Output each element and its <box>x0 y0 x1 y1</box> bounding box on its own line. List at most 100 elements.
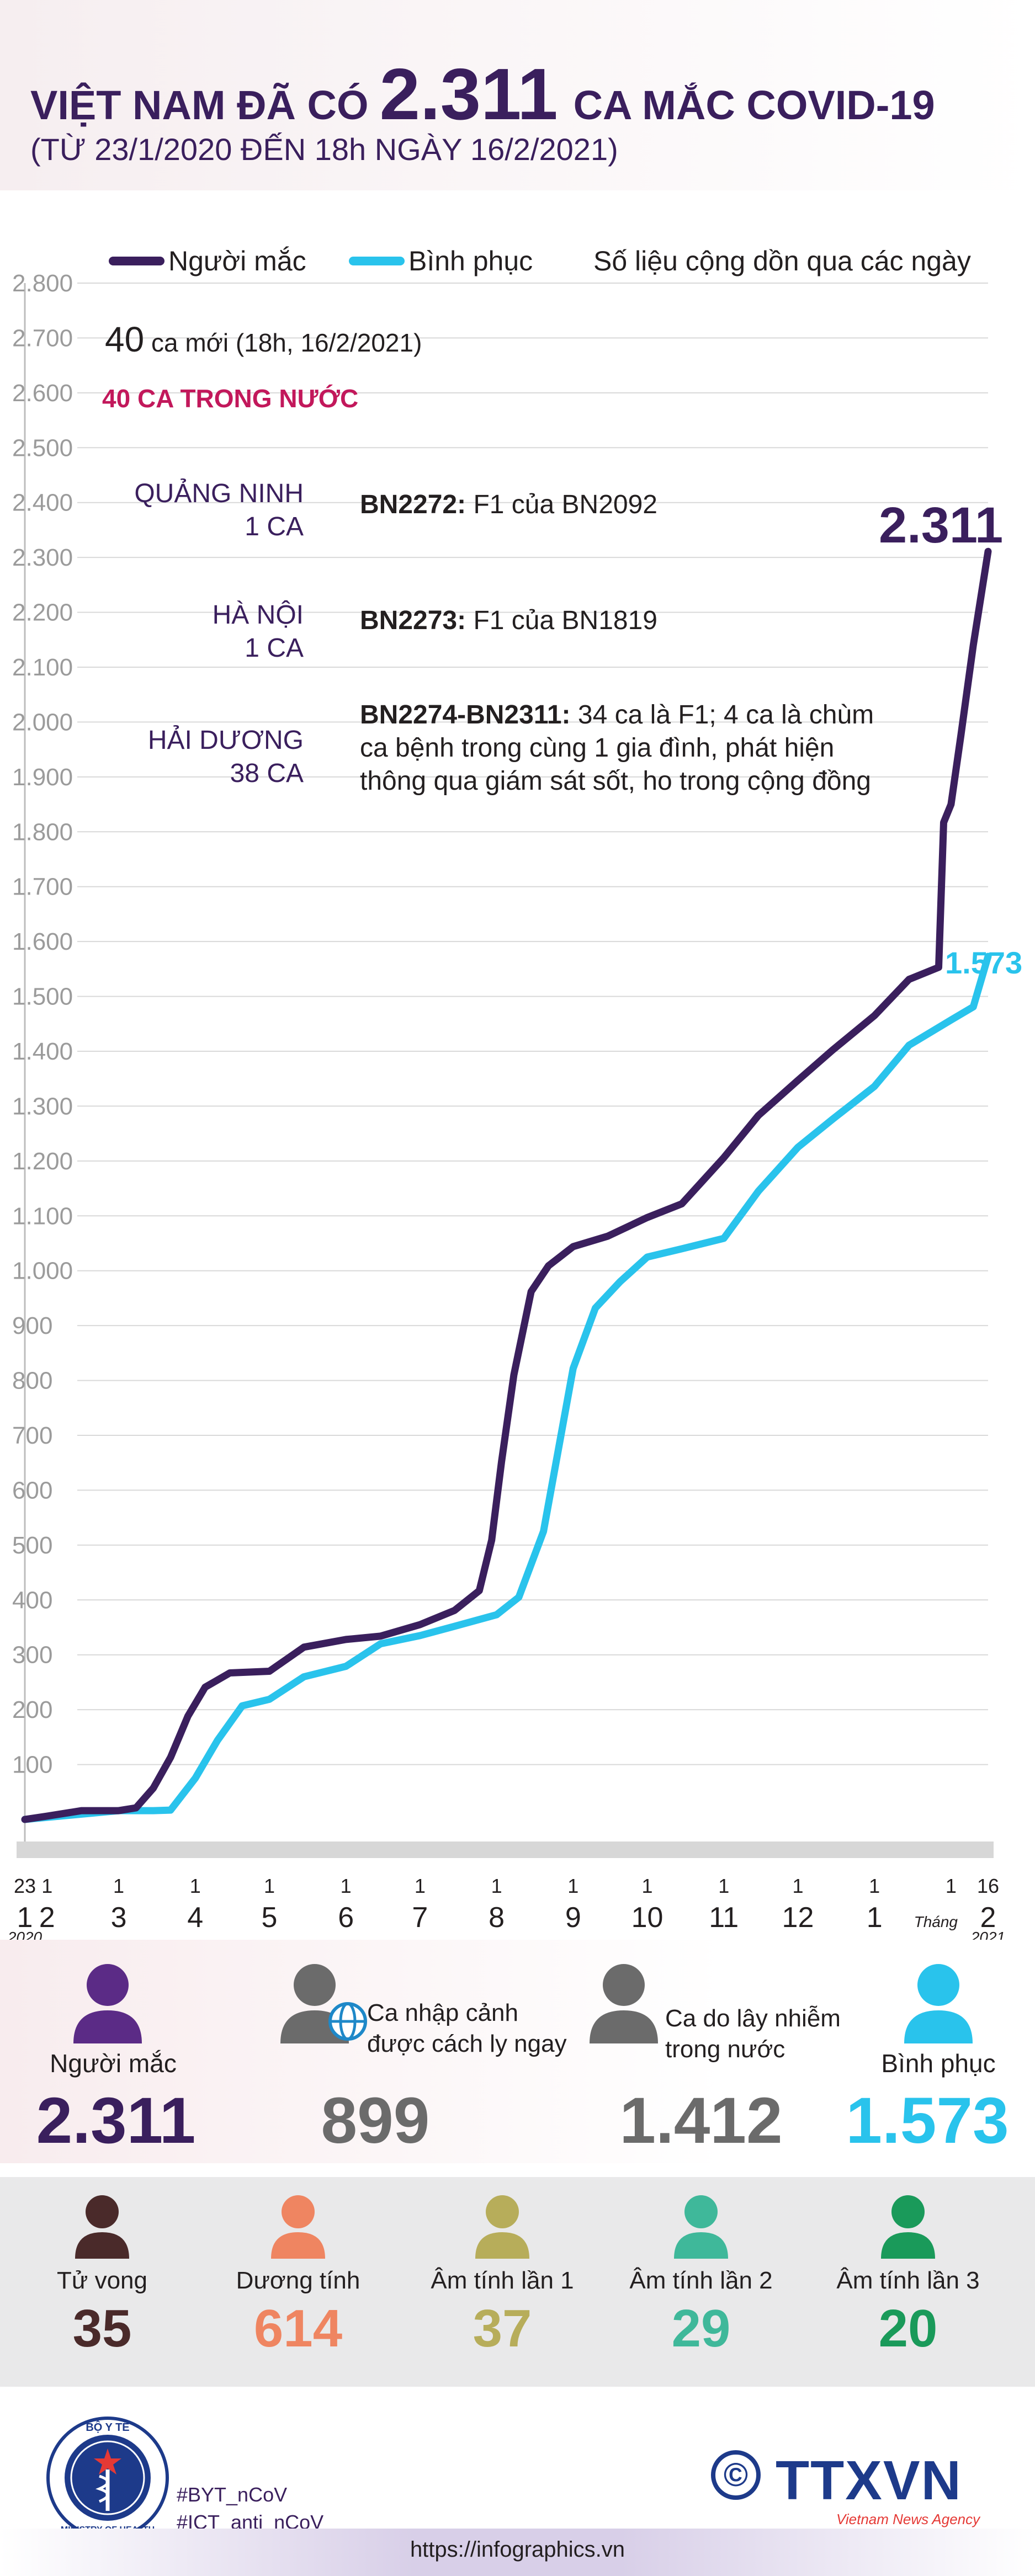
province-name: HẢI DƯƠNG <box>147 726 304 755</box>
y-tick-label: 2.100 <box>12 654 73 681</box>
agency-subtitle: Vietnam News Agency <box>836 2511 980 2527</box>
x-tick-day: 1 <box>41 1875 52 1897</box>
x-tick-day: 1 <box>415 1875 426 1897</box>
person-icon <box>904 1964 973 2043</box>
case-id: BN2274-BN2311: <box>360 700 571 730</box>
x-month-word: Tháng <box>914 1913 958 1930</box>
x-year-label: 2020 <box>7 1929 43 1940</box>
x-tick-month: 6 <box>338 1902 354 1934</box>
x-tick-day: 1 <box>792 1875 803 1897</box>
province-count: 38 CA <box>230 759 304 788</box>
stat-value-deaths: 35 <box>72 2299 132 2358</box>
y-tick-label: 300 <box>12 1642 52 1669</box>
y-tick-label: 900 <box>12 1312 52 1339</box>
y-tick-label: 1.100 <box>12 1202 73 1230</box>
x-tick-day: 1 <box>869 1875 880 1897</box>
case-id: BN2273: <box>360 606 466 635</box>
province-ha-noi: HÀ NỘI 1 CA <box>17 599 304 665</box>
agency-logo: TTXVN <box>776 2450 962 2511</box>
stat-value-infected: 2.311 <box>36 2084 196 2157</box>
title-prefix: VIỆT NAM ĐÃ CÓ <box>30 82 369 128</box>
y-tick-label: 1.900 <box>12 764 73 791</box>
y-tick-label: 700 <box>12 1422 52 1449</box>
x-tick-month: 4 <box>187 1902 203 1934</box>
x-tick-month: 3 <box>111 1902 127 1934</box>
province-name: HÀ NỘI <box>212 600 304 630</box>
stat-value-recovered: 1.573 <box>846 2084 1009 2157</box>
province-count: 1 CA <box>245 634 304 663</box>
stat-value-domestic: 1.412 <box>619 2084 783 2157</box>
end-value-infected: 2.311 <box>879 497 1004 553</box>
header-band <box>0 0 1035 190</box>
hashtag-byt: #BYT_nCoV <box>177 2483 288 2506</box>
x-tick-month: 9 <box>565 1902 581 1934</box>
y-tick-label: 2.600 <box>12 380 73 407</box>
y-tick-label: 1.200 <box>12 1148 73 1175</box>
legend-note: Số liệu cộng dồn qua các ngày <box>593 246 971 276</box>
x-tick-day: 1 <box>946 1875 957 1897</box>
case-text: F1 của BN1819 <box>473 606 657 635</box>
footer-url-link[interactable]: https://infographics.vn <box>410 2537 625 2562</box>
y-tick-label: 600 <box>12 1477 52 1504</box>
case-text-line-2: ca bệnh trong cùng 1 gia đình, phát hiện <box>360 733 835 763</box>
y-tick-label: 1.800 <box>12 818 73 845</box>
person-icon <box>73 1964 142 2043</box>
y-tick-label: 1.400 <box>12 1038 73 1065</box>
case-text: 34 ca là F1; 4 ca là chùm <box>577 700 874 730</box>
x-axis-band <box>17 1841 994 1858</box>
ministry-of-health-logo: BỘ Y TẾ MINISTRY OF HEALTH <box>46 2417 169 2539</box>
legend-label-infected: Người mắc <box>168 246 306 276</box>
new-cases-number: 40 <box>105 320 145 359</box>
x-tick-month: 1 <box>17 1902 33 1934</box>
y-tick-label: 2.400 <box>12 489 73 517</box>
stat-value-negative-3: 20 <box>878 2299 938 2358</box>
stat-value-negative-1: 37 <box>473 2299 532 2358</box>
person-icon <box>475 2195 529 2259</box>
case-text: F1 của BN2092 <box>473 490 657 519</box>
series-lines <box>21 547 992 1823</box>
province-name: QUẢNG NINH <box>134 479 304 508</box>
stat-label-domestic: Ca do lây nhiễm trong nước <box>665 2005 841 2063</box>
page-title: VIỆT NAM ĐÃ CÓ 2.311 CA MẮC COVID-19 <box>30 52 935 136</box>
x-tick-day: 1 <box>491 1875 502 1897</box>
x-tick-day: 23 <box>14 1875 36 1897</box>
y-tick-label: 800 <box>12 1367 52 1395</box>
x-tick-month: 12 <box>782 1902 814 1934</box>
x-tick-day: 1 <box>264 1875 275 1897</box>
cumulative-cases-chart: 2.800 2.700 2.600 2.500 2.400 2.300 2.200 2.100… <box>7 246 1005 1940</box>
y-tick-label: 1.600 <box>12 928 73 955</box>
x-tick-day: 1 <box>642 1875 653 1897</box>
new-cases-note: 40 ca mới (18h, 16/2/2021) <box>105 319 422 360</box>
case-id: BN2272: <box>360 490 466 519</box>
y-tick-label: 1.300 <box>12 1093 73 1120</box>
x-tick-day: 1 <box>113 1875 124 1897</box>
series-line-infected <box>21 547 992 1823</box>
person-icon <box>881 2195 935 2259</box>
y-tick-label: 2.000 <box>12 709 73 736</box>
stat-label-negative-1: Âm tính lần 1 <box>431 2267 574 2294</box>
case-detail-quang-ninh: BN2272: F1 của BN2092 <box>360 488 657 521</box>
stat-value-imported: 899 <box>321 2084 430 2157</box>
stat-label-positive: Dương tính <box>236 2267 360 2294</box>
person-globe-icon <box>280 1964 367 2043</box>
province-quang-ninh: QUẢNG NINH 1 CA <box>17 477 304 544</box>
person-icon <box>590 1964 658 2043</box>
stat-label-recovered: Bình phục <box>881 2049 996 2078</box>
province-hai-duong: HẢI DƯƠNG 38 CA <box>17 724 304 790</box>
end-value-recovered: 1.573 <box>945 945 1023 980</box>
title-number: 2.311 <box>379 54 558 135</box>
case-text-line-3: thông qua giám sát sốt, ho trong cộng đồ… <box>360 767 871 796</box>
x-tick-month: 1 <box>867 1902 883 1934</box>
stat-label-infected: Người mắc <box>50 2049 177 2078</box>
person-icon <box>271 2195 325 2259</box>
y-tick-label: 1.500 <box>12 983 73 1010</box>
person-icon <box>75 2195 129 2259</box>
y-tick-label: 400 <box>12 1587 52 1614</box>
y-tick-label: 2.200 <box>12 599 73 626</box>
y-tick-label: 500 <box>12 1532 52 1559</box>
x-tick-day: 1 <box>190 1875 201 1897</box>
domestic-cases-note: 40 CA TRONG NƯỚC <box>102 384 359 413</box>
stat-label-negative-3: Âm tính lần 3 <box>836 2267 980 2294</box>
y-tick-label: 2.800 <box>12 270 73 297</box>
